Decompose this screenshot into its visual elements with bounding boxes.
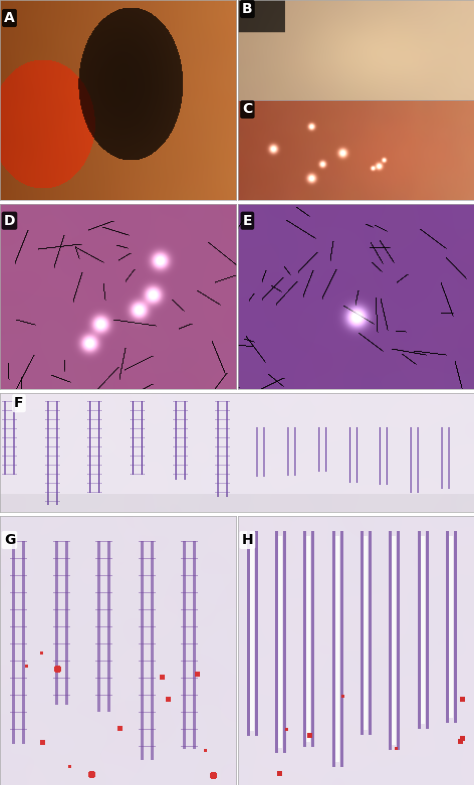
Text: G: G — [4, 533, 15, 547]
Text: E: E — [243, 214, 252, 228]
Text: H: H — [242, 533, 253, 547]
Text: B: B — [242, 2, 253, 16]
Text: A: A — [4, 11, 15, 25]
Text: C: C — [242, 103, 253, 116]
Text: F: F — [14, 396, 24, 411]
Text: D: D — [4, 214, 15, 228]
